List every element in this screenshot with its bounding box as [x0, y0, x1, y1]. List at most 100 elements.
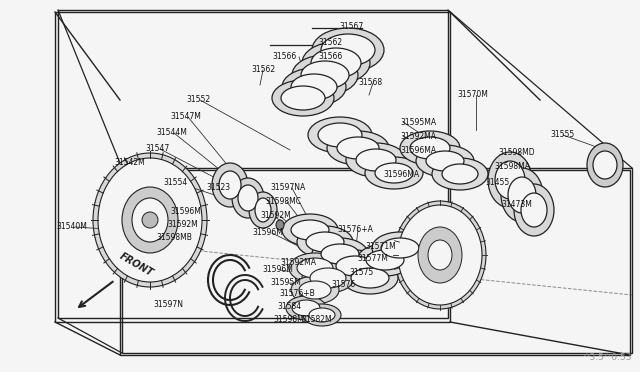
Text: 31547M: 31547M: [171, 112, 202, 121]
Text: 31598MA: 31598MA: [494, 162, 530, 171]
Ellipse shape: [291, 74, 337, 100]
Text: 31598MC: 31598MC: [265, 197, 301, 206]
Ellipse shape: [337, 137, 379, 159]
Text: 31568: 31568: [358, 78, 382, 87]
Text: 31577M: 31577M: [358, 254, 388, 263]
Text: 31571M: 31571M: [365, 242, 396, 251]
Ellipse shape: [255, 198, 271, 222]
Ellipse shape: [309, 308, 335, 322]
Text: 31562: 31562: [318, 38, 342, 47]
Text: 31562: 31562: [251, 65, 275, 74]
Text: 31595M: 31595M: [271, 278, 301, 287]
Ellipse shape: [346, 143, 406, 177]
Text: 31597N: 31597N: [153, 300, 183, 309]
Ellipse shape: [311, 48, 361, 78]
Ellipse shape: [306, 232, 344, 252]
Ellipse shape: [514, 184, 554, 236]
Text: 31547: 31547: [146, 144, 170, 153]
Ellipse shape: [297, 258, 333, 278]
Text: 31584: 31584: [277, 302, 301, 311]
Text: 31555: 31555: [551, 130, 575, 139]
Ellipse shape: [281, 86, 325, 110]
Text: 31598M: 31598M: [274, 315, 305, 324]
Text: 31597NA: 31597NA: [270, 183, 306, 192]
Text: 31592MA: 31592MA: [400, 132, 436, 141]
Ellipse shape: [442, 164, 478, 184]
Bar: [122, 168, 632, 353]
Text: 31596M: 31596M: [171, 207, 202, 216]
Ellipse shape: [302, 263, 354, 293]
Ellipse shape: [366, 250, 404, 270]
Ellipse shape: [272, 80, 334, 116]
Text: 31566: 31566: [318, 52, 342, 61]
Ellipse shape: [521, 193, 547, 227]
Text: 31542M: 31542M: [115, 158, 145, 167]
Ellipse shape: [365, 157, 423, 189]
Ellipse shape: [232, 178, 264, 218]
Text: 31523: 31523: [206, 183, 230, 192]
Ellipse shape: [418, 227, 462, 283]
Ellipse shape: [301, 61, 349, 89]
Ellipse shape: [321, 244, 359, 264]
Text: 31455: 31455: [486, 178, 510, 187]
Ellipse shape: [276, 220, 284, 230]
Ellipse shape: [291, 220, 329, 240]
Ellipse shape: [289, 253, 341, 283]
Text: 31552: 31552: [186, 95, 210, 104]
Ellipse shape: [351, 268, 389, 288]
Text: 31596MA: 31596MA: [400, 146, 436, 155]
Ellipse shape: [303, 304, 341, 326]
Text: 31540M: 31540M: [56, 222, 88, 231]
Ellipse shape: [302, 42, 370, 84]
Text: 31592M: 31592M: [168, 220, 198, 229]
Ellipse shape: [282, 68, 346, 106]
Ellipse shape: [132, 198, 168, 242]
Ellipse shape: [410, 137, 450, 159]
Text: 31544M: 31544M: [157, 128, 188, 137]
Text: 31570M: 31570M: [458, 90, 488, 99]
Ellipse shape: [122, 187, 178, 253]
Text: 31596MA: 31596MA: [383, 170, 419, 179]
Ellipse shape: [381, 238, 419, 258]
Text: 31576: 31576: [332, 280, 356, 289]
Text: 31592MA: 31592MA: [280, 258, 316, 267]
Ellipse shape: [93, 153, 207, 287]
Text: 31473M: 31473M: [502, 200, 532, 209]
Text: 31598MB: 31598MB: [156, 233, 192, 242]
Ellipse shape: [488, 152, 532, 208]
Ellipse shape: [357, 244, 413, 276]
Text: FRONT: FRONT: [118, 251, 155, 278]
Ellipse shape: [400, 131, 460, 165]
Text: 31566: 31566: [273, 52, 297, 61]
Ellipse shape: [297, 226, 353, 258]
Ellipse shape: [238, 185, 258, 211]
Ellipse shape: [495, 161, 525, 199]
Ellipse shape: [372, 232, 428, 264]
Bar: [58, 10, 448, 318]
Text: 31596M: 31596M: [253, 228, 284, 237]
Ellipse shape: [508, 177, 536, 213]
Text: 31576+B: 31576+B: [279, 289, 315, 298]
Text: 31567: 31567: [340, 22, 364, 31]
Ellipse shape: [426, 151, 464, 171]
Ellipse shape: [308, 117, 372, 153]
Ellipse shape: [142, 212, 158, 228]
Text: ^3.5^0.53: ^3.5^0.53: [582, 353, 632, 362]
Text: 31596M: 31596M: [262, 265, 293, 274]
Ellipse shape: [291, 276, 339, 304]
Bar: [55, 12, 450, 322]
Ellipse shape: [327, 250, 383, 282]
Bar: [120, 170, 630, 355]
Ellipse shape: [375, 163, 413, 183]
Ellipse shape: [428, 240, 452, 270]
Text: 31576+A: 31576+A: [337, 225, 373, 234]
Ellipse shape: [292, 300, 320, 316]
Ellipse shape: [432, 158, 488, 190]
Ellipse shape: [587, 143, 623, 187]
Text: 31575: 31575: [350, 268, 374, 277]
Ellipse shape: [318, 123, 362, 147]
Ellipse shape: [286, 296, 326, 320]
Ellipse shape: [212, 163, 248, 207]
Ellipse shape: [327, 131, 389, 165]
Ellipse shape: [98, 158, 202, 282]
